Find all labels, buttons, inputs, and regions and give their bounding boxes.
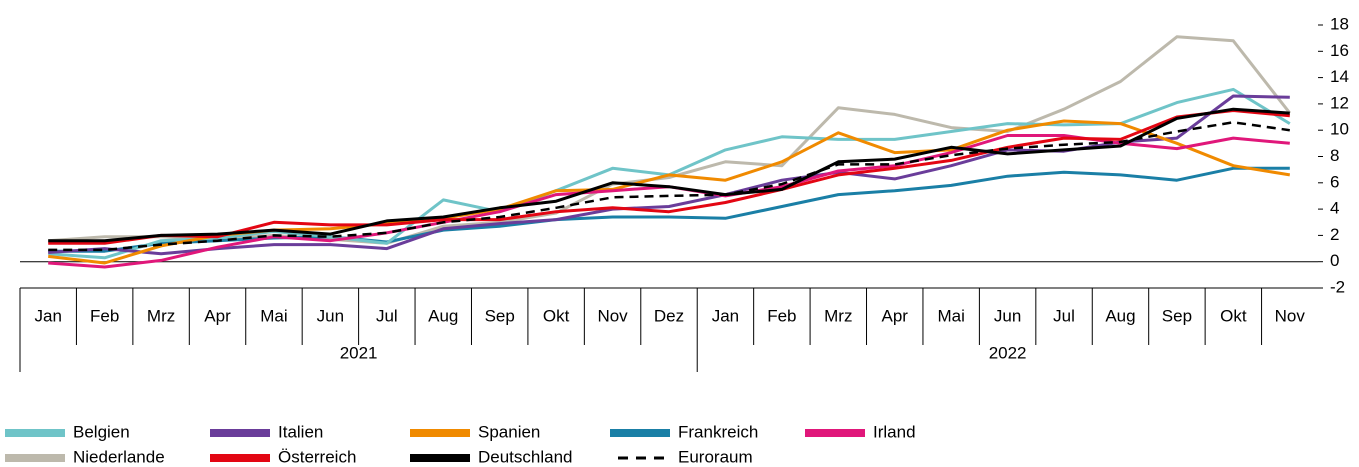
legend-label: Österreich xyxy=(278,447,356,466)
x-tick-label: Jul xyxy=(376,306,398,325)
y-tick-label: -2 xyxy=(1330,277,1345,296)
y-tick-label: 0 xyxy=(1330,251,1339,270)
x-tick-label: Aug xyxy=(428,306,458,325)
legend-swatch xyxy=(410,454,470,462)
y-tick-label: 2 xyxy=(1330,225,1339,244)
y-tick-label: 4 xyxy=(1330,199,1339,218)
legend-label: Niederlande xyxy=(73,447,165,466)
legend-swatch xyxy=(5,454,65,462)
x-tick-label: Mai xyxy=(937,306,964,325)
x-tick-label: Okt xyxy=(543,306,570,325)
legend-swatch xyxy=(610,429,670,437)
legend-swatch xyxy=(210,454,270,462)
x-tick-label: Mai xyxy=(260,306,287,325)
legend-label: Frankreich xyxy=(678,422,758,441)
series-line xyxy=(48,109,1290,245)
x-tick-label: Feb xyxy=(90,306,119,325)
legend-label: Deutschland xyxy=(478,447,573,466)
x-tick-label: Jun xyxy=(317,306,344,325)
y-tick-label: 8 xyxy=(1330,146,1339,165)
year-label: 2022 xyxy=(989,343,1027,362)
x-tick-label: Feb xyxy=(767,306,796,325)
x-tick-label: Sep xyxy=(1162,306,1192,325)
x-tick-label: Apr xyxy=(204,306,231,325)
y-tick-label: 12 xyxy=(1330,93,1349,112)
y-tick-label: 14 xyxy=(1330,67,1349,86)
legend-swatch xyxy=(210,429,270,437)
year-label: 2021 xyxy=(340,343,378,362)
legend-swatch xyxy=(410,429,470,437)
x-tick-label: Jun xyxy=(994,306,1021,325)
legend-label: Euroraum xyxy=(678,447,753,466)
x-tick-label: Jan xyxy=(712,306,739,325)
y-tick-label: 16 xyxy=(1330,41,1349,60)
x-tick-label: Okt xyxy=(1220,306,1247,325)
x-tick-label: Jan xyxy=(35,306,62,325)
x-tick-label: Mrz xyxy=(147,306,175,325)
series-line xyxy=(48,121,1290,252)
x-tick-label: Nov xyxy=(1275,306,1306,325)
x-tick-label: Jul xyxy=(1053,306,1075,325)
y-tick-label: 10 xyxy=(1330,120,1349,139)
legend-label: Spanien xyxy=(478,422,540,441)
x-tick-label: Apr xyxy=(882,306,909,325)
x-tick-label: Mrz xyxy=(824,306,852,325)
y-tick-label: 6 xyxy=(1330,172,1339,191)
y-tick-label: 18 xyxy=(1330,14,1349,33)
x-tick-label: Nov xyxy=(597,306,628,325)
legend-label: Belgien xyxy=(73,422,130,441)
x-tick-label: Dez xyxy=(654,306,684,325)
x-tick-label: Aug xyxy=(1105,306,1135,325)
legend-swatch xyxy=(5,429,65,437)
legend-label: Irland xyxy=(873,422,916,441)
series-line xyxy=(48,107,1290,243)
legend-swatch xyxy=(805,429,865,437)
series-line xyxy=(48,35,1291,245)
legend-label: Italien xyxy=(278,422,323,441)
x-tick-label: Sep xyxy=(485,306,515,325)
